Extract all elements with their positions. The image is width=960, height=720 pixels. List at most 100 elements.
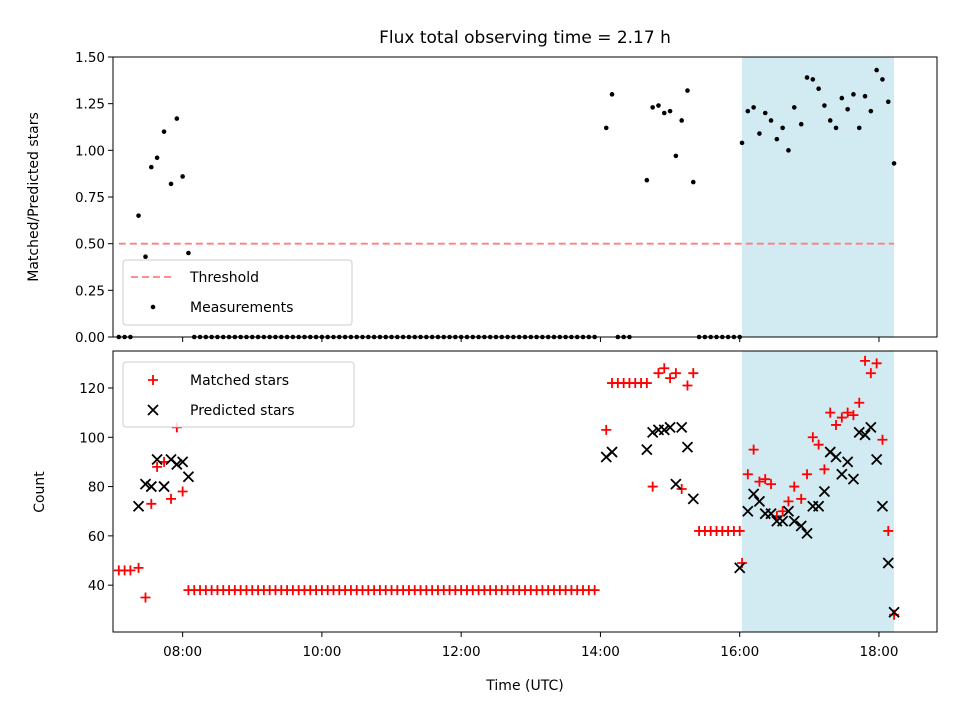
predicted-star-point bbox=[734, 562, 746, 574]
matched-star-point bbox=[682, 380, 693, 391]
matched-star-point bbox=[883, 525, 894, 536]
matched-star-point bbox=[589, 585, 600, 596]
matched-star-point bbox=[676, 484, 687, 495]
matched-star-point bbox=[734, 525, 745, 536]
measurement-point bbox=[856, 125, 862, 131]
predicted-star-point bbox=[182, 471, 195, 483]
measurement-point bbox=[891, 161, 897, 166]
matched-star-point bbox=[665, 373, 676, 384]
predicted-star-point bbox=[647, 426, 659, 438]
predicted-star-point bbox=[818, 485, 831, 498]
legend-matched-label: Matched stars bbox=[190, 373, 289, 389]
x-tick-label: 14:00 bbox=[581, 644, 620, 660]
matched-star-point bbox=[865, 368, 876, 379]
legend-matched-swatch bbox=[148, 375, 158, 385]
predicted-star-point bbox=[853, 426, 865, 438]
measurement-point bbox=[874, 67, 879, 73]
top-ticks: 0.00 0.25 0.50 0.75 1.00 1.25 1.50 bbox=[75, 50, 880, 346]
measurement-point bbox=[757, 131, 762, 136]
matched-star-point bbox=[641, 378, 652, 389]
legend-predicted-label: Predicted stars bbox=[190, 403, 295, 419]
predicted-star-point bbox=[871, 453, 883, 466]
measurement-point bbox=[810, 77, 816, 82]
matched-star-point bbox=[802, 469, 813, 480]
matched-star-point bbox=[777, 506, 788, 517]
y-tick-label: 120 bbox=[79, 381, 105, 397]
y-tick-label: 1.25 bbox=[75, 97, 105, 113]
predicted-star-point bbox=[836, 468, 848, 480]
predicted-star-point bbox=[765, 508, 777, 520]
measurement-point bbox=[603, 125, 609, 131]
top-legend: Threshold Measurements bbox=[122, 259, 353, 326]
chart-title: Flux total observing time = 2.17 h bbox=[379, 28, 671, 48]
measurement-point bbox=[851, 92, 856, 97]
y-tick-label: 1.50 bbox=[75, 50, 105, 66]
measurement-point bbox=[154, 155, 160, 161]
predicted-star-point bbox=[145, 480, 157, 493]
matched-star-point bbox=[659, 363, 670, 374]
measurement-point bbox=[880, 77, 885, 82]
measurement-point bbox=[661, 110, 667, 116]
bottom-panel: 40 60 80 100 120 08:00 10:00 12:00 14:00 16:00 18:… bbox=[32, 350, 938, 694]
predicted-star-point bbox=[658, 424, 670, 436]
predicted-star-point bbox=[753, 495, 766, 507]
predicted-star-point bbox=[812, 500, 825, 512]
measurement-point bbox=[186, 250, 191, 256]
matched-star-point bbox=[688, 368, 699, 379]
predicted-star-point bbox=[139, 478, 152, 490]
measurement-point bbox=[885, 99, 891, 105]
predicted-star-point bbox=[859, 429, 871, 441]
matched-star-point bbox=[670, 368, 681, 379]
top-highlight-span bbox=[742, 57, 895, 337]
y-tick-label: 0.00 bbox=[75, 330, 105, 346]
matched-star-point bbox=[647, 481, 658, 492]
measurement-point bbox=[768, 118, 774, 123]
bottom-axes-frame bbox=[112, 350, 938, 633]
measurement-point bbox=[685, 88, 690, 93]
y-tick-label: 0.50 bbox=[75, 237, 105, 253]
measurement-point bbox=[751, 105, 756, 110]
bottom-ticks: 40 60 80 100 120 08:00 10:00 12:00 14:00 16:00 18:… bbox=[79, 381, 898, 660]
top-y-axis-label: Matched/Predicted stars bbox=[26, 112, 42, 282]
legend-measurement-swatch bbox=[150, 304, 156, 310]
matched-star-point bbox=[831, 419, 842, 430]
measurement-point bbox=[786, 148, 791, 153]
bottom-series bbox=[113, 355, 900, 620]
predicted-star-point bbox=[171, 458, 183, 471]
bottom-legend: Matched stars Predicted stars bbox=[122, 361, 355, 428]
legend-measurement-label: Measurements bbox=[190, 300, 293, 316]
measurement-point bbox=[791, 105, 797, 110]
measurement-point bbox=[174, 116, 180, 121]
matched-star-point bbox=[825, 407, 836, 418]
matched-star-point bbox=[748, 444, 759, 455]
measurement-point bbox=[609, 92, 615, 97]
predicted-star-point bbox=[842, 456, 854, 468]
x-tick-label: 12:00 bbox=[442, 644, 481, 660]
matched-star-point bbox=[166, 493, 177, 504]
measurement-point bbox=[798, 121, 804, 127]
predicted-star-point bbox=[888, 606, 900, 618]
matched-star-point bbox=[133, 562, 144, 573]
measurement-point bbox=[745, 108, 751, 114]
predicted-star-point bbox=[742, 505, 754, 517]
predicted-star-point bbox=[788, 515, 800, 527]
predicted-star-point bbox=[687, 493, 699, 505]
matched-star-point bbox=[871, 358, 882, 369]
predicted-star-point bbox=[158, 480, 170, 493]
predicted-star-point bbox=[676, 421, 688, 434]
measurement-point bbox=[656, 103, 661, 108]
measurement-point bbox=[762, 110, 768, 116]
matched-star-point bbox=[860, 355, 871, 366]
matched-star-point bbox=[754, 476, 765, 487]
measurement-point bbox=[679, 118, 684, 123]
measurement-point bbox=[136, 213, 141, 218]
measurement-point bbox=[827, 118, 833, 123]
predicted-star-point bbox=[176, 456, 189, 468]
matched-star-point bbox=[796, 493, 807, 504]
measurement-point bbox=[833, 125, 839, 131]
y-tick-label: 0.25 bbox=[75, 283, 105, 299]
matched-star-point bbox=[789, 481, 800, 492]
measurement-point bbox=[774, 136, 780, 142]
y-tick-label: 60 bbox=[88, 529, 105, 545]
